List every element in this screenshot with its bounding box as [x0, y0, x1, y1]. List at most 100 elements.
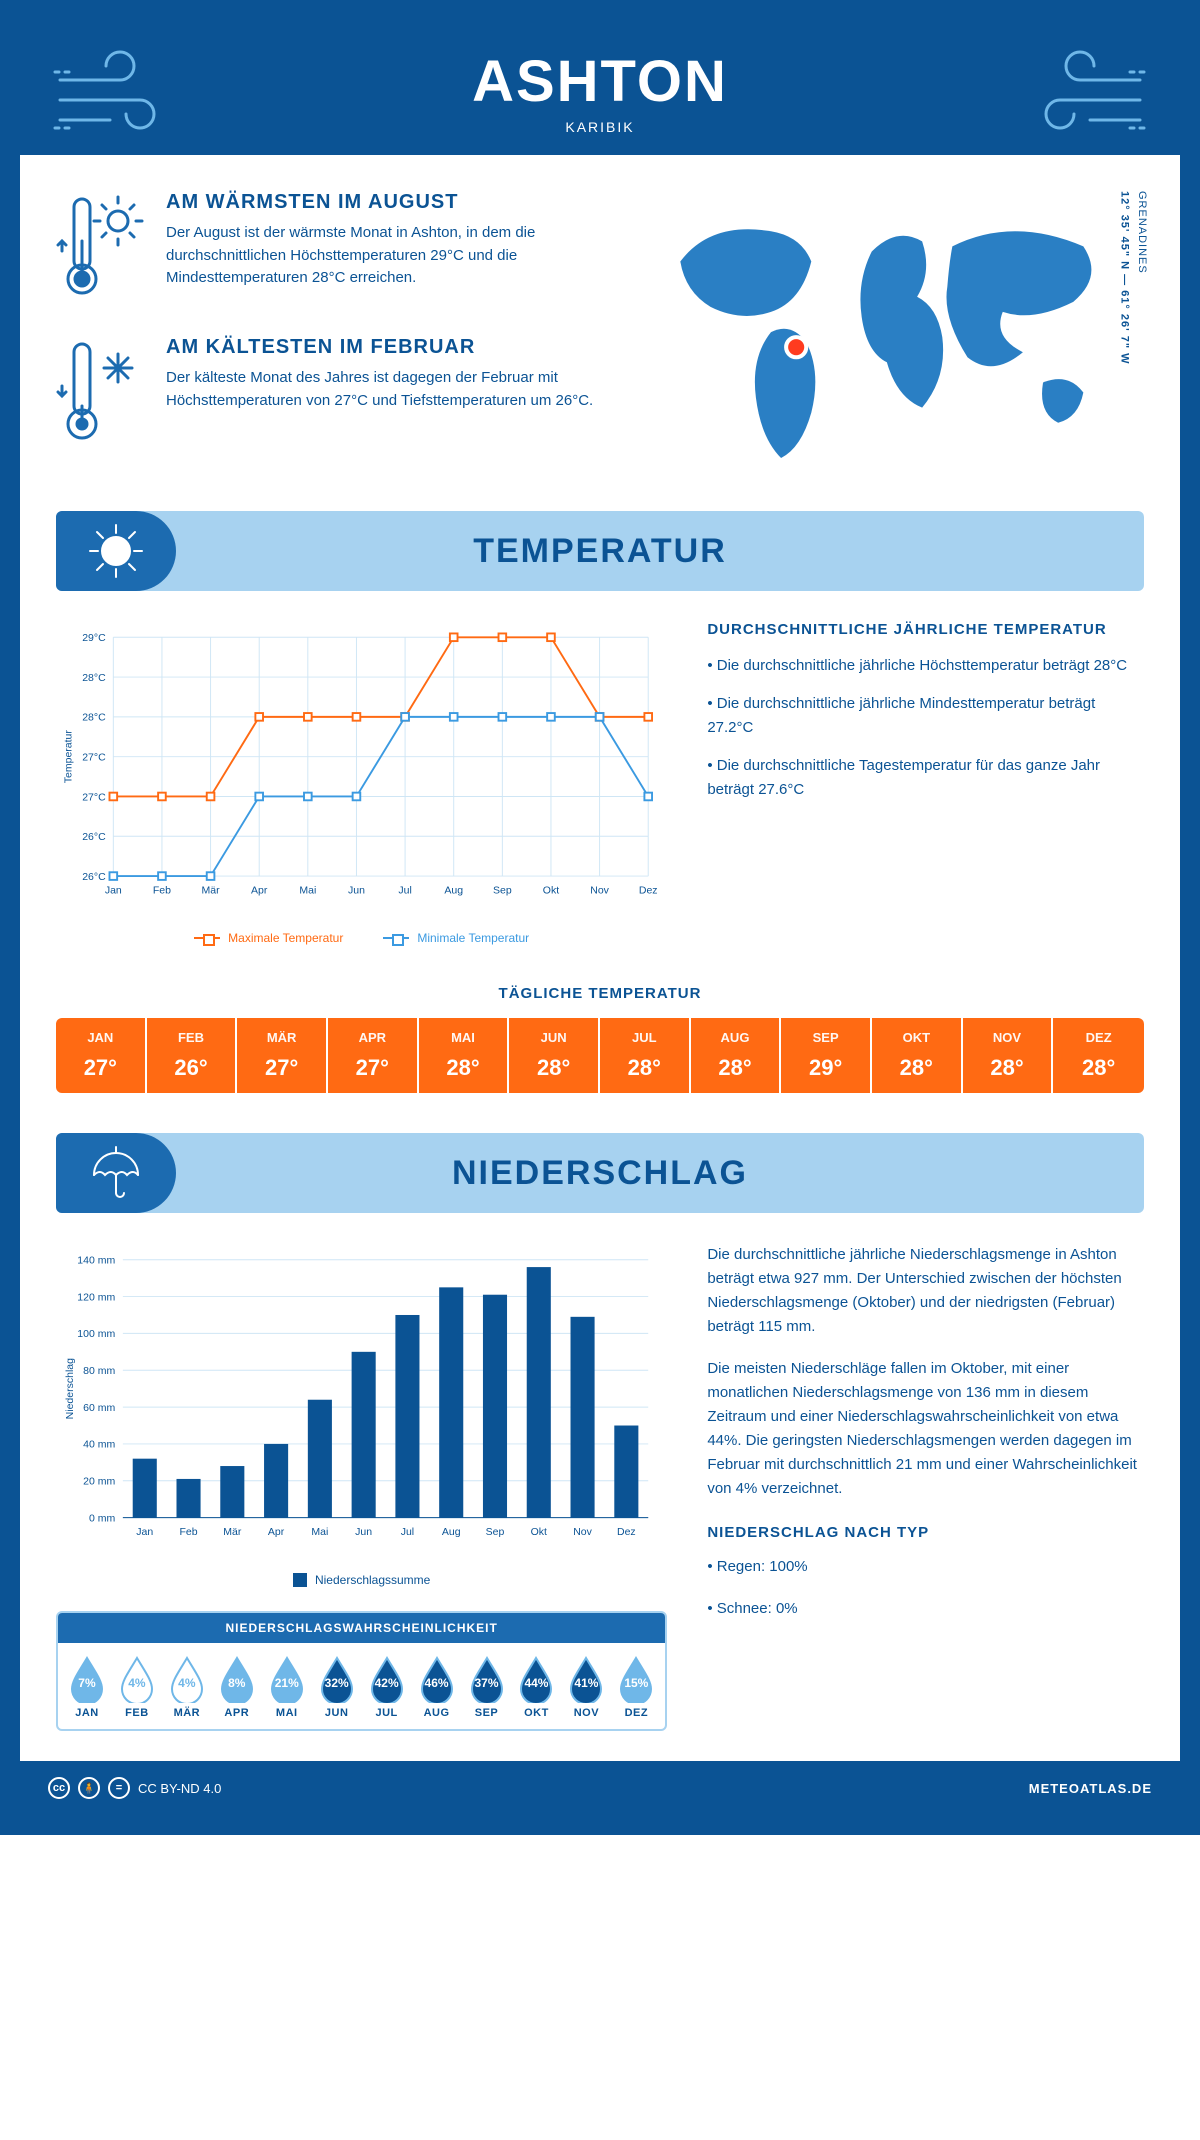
svg-text:28°C: 28°C: [82, 712, 106, 724]
daily-temp-title: TÄGLICHE TEMPERATUR: [20, 985, 1180, 1002]
world-map-icon: [640, 191, 1144, 478]
license: cc 🧍 = CC BY-ND 4.0: [48, 1777, 221, 1799]
legend-min: Minimale Temperatur: [417, 931, 529, 945]
svg-text:Jul: Jul: [401, 1526, 414, 1538]
temp-chart: 26°C26°C27°C27°C28°C28°C29°CTemperaturJa…: [56, 621, 667, 945]
legend-max: Maximale Temperatur: [228, 931, 343, 945]
prob-title: NIEDERSCHLAGSWAHRSCHEINLICHKEIT: [58, 1613, 665, 1643]
temp-section-title: TEMPERATUR: [473, 532, 727, 571]
temp-legend: Maximale Temperatur Minimale Temperatur: [56, 931, 667, 945]
drop-icon: 4%: [118, 1655, 156, 1703]
daily-cell: NOV28°: [963, 1018, 1054, 1093]
drop-icon: 32%: [318, 1655, 356, 1703]
svg-text:Aug: Aug: [444, 884, 463, 896]
svg-text:Mai: Mai: [299, 884, 316, 896]
daily-cell: AUG28°: [691, 1018, 782, 1093]
precip-section: 0 mm20 mm40 mm60 mm80 mm100 mm120 mm140 …: [20, 1243, 1180, 1761]
drop-icon: 46%: [418, 1655, 456, 1703]
svg-text:120 mm: 120 mm: [77, 1291, 115, 1303]
precip-chart: 0 mm20 mm40 mm60 mm80 mm100 mm120 mm140 …: [56, 1243, 667, 1563]
prob-cell: 46% AUG: [414, 1655, 460, 1719]
license-text: CC BY-ND 4.0: [138, 1781, 221, 1796]
daily-temp-strip: JAN27°FEB26°MÄR27°APR27°MAI28°JUN28°JUL2…: [56, 1018, 1144, 1093]
svg-text:27°C: 27°C: [82, 751, 106, 763]
svg-text:27°C: 27°C: [82, 791, 106, 803]
svg-text:Jul: Jul: [398, 884, 411, 896]
svg-text:80 mm: 80 mm: [83, 1365, 115, 1377]
daily-cell: MAI28°: [419, 1018, 510, 1093]
page-subtitle: KARIBIK: [20, 119, 1180, 135]
precip-type-1: • Regen: 100%: [707, 1555, 1144, 1579]
daily-cell: JUN28°: [509, 1018, 600, 1093]
daily-cell: DEZ28°: [1053, 1018, 1144, 1093]
drop-icon: 15%: [617, 1655, 655, 1703]
drop-icon: 42%: [368, 1655, 406, 1703]
svg-text:140 mm: 140 mm: [77, 1255, 115, 1267]
svg-text:Sep: Sep: [493, 884, 512, 896]
svg-text:Niederschlag: Niederschlag: [64, 1358, 76, 1419]
sun-icon: [56, 511, 176, 591]
svg-text:Okt: Okt: [543, 884, 559, 896]
drop-icon: 44%: [517, 1655, 555, 1703]
temp-notes: DURCHSCHNITTLICHE JÄHRLICHE TEMPERATUR •…: [707, 621, 1144, 945]
precip-type-heading: NIEDERSCHLAG NACH TYP: [707, 1521, 1144, 1545]
daily-cell: JUL28°: [600, 1018, 691, 1093]
cc-icon: cc: [48, 1777, 70, 1799]
precip-p1: Die durchschnittliche jährliche Niedersc…: [707, 1243, 1144, 1339]
fact-warm-text: Der August ist der wärmste Monat in Asht…: [166, 222, 610, 290]
nd-icon: =: [108, 1777, 130, 1799]
temp-note-2: • Die durchschnittliche jährliche Mindes…: [707, 692, 1144, 740]
fact-cold-title: AM KÄLTESTEN IM FEBRUAR: [166, 336, 610, 359]
by-icon: 🧍: [78, 1777, 100, 1799]
daily-cell: SEP29°: [781, 1018, 872, 1093]
daily-cell: FEB26°: [147, 1018, 238, 1093]
svg-text:Nov: Nov: [573, 1526, 592, 1538]
svg-text:Mai: Mai: [311, 1526, 328, 1538]
drop-icon: 37%: [468, 1655, 506, 1703]
svg-text:28°C: 28°C: [82, 672, 106, 684]
precip-type-2: • Schnee: 0%: [707, 1597, 1144, 1621]
svg-text:60 mm: 60 mm: [83, 1402, 115, 1414]
prob-cell: 7% JAN: [64, 1655, 110, 1719]
svg-text:Jun: Jun: [355, 1526, 372, 1538]
drop-icon: 7%: [68, 1655, 106, 1703]
section-banner-temp: TEMPERATUR: [56, 511, 1144, 591]
drop-icon: 4%: [168, 1655, 206, 1703]
map-column: GRENADINES 12° 35' 45" N — 61° 26' 7" W: [640, 191, 1144, 481]
svg-text:29°C: 29°C: [82, 632, 106, 644]
umbrella-icon: [56, 1133, 176, 1213]
svg-text:26°C: 26°C: [82, 831, 106, 843]
prob-cell: 15% DEZ: [613, 1655, 659, 1719]
drop-icon: 41%: [567, 1655, 605, 1703]
drop-icon: 21%: [268, 1655, 306, 1703]
prob-cell: 44% OKT: [513, 1655, 559, 1719]
prob-cell: 41% NOV: [563, 1655, 609, 1719]
daily-cell: OKT28°: [872, 1018, 963, 1093]
temp-note-1: • Die durchschnittliche jährliche Höchst…: [707, 654, 1144, 678]
precip-notes: Die durchschnittliche jährliche Niedersc…: [707, 1243, 1144, 1731]
wind-icon: [50, 50, 190, 140]
svg-text:Dez: Dez: [617, 1526, 636, 1538]
svg-text:26°C: 26°C: [82, 871, 106, 883]
svg-text:0 mm: 0 mm: [89, 1512, 116, 1524]
facts-column: AM WÄRMSTEN IM AUGUST Der August ist der…: [56, 191, 610, 481]
svg-text:Jan: Jan: [136, 1526, 153, 1538]
svg-text:Mär: Mär: [223, 1526, 242, 1538]
precip-legend-label: Niederschlagssumme: [315, 1573, 430, 1587]
svg-text:Apr: Apr: [268, 1526, 285, 1538]
prob-cell: 42% JUL: [364, 1655, 410, 1719]
svg-text:Apr: Apr: [251, 884, 268, 896]
prob-cell: 4% FEB: [114, 1655, 160, 1719]
svg-text:Aug: Aug: [442, 1526, 461, 1538]
temp-section: 26°C26°C27°C27°C28°C28°C29°CTemperaturJa…: [20, 621, 1180, 975]
precip-legend: Niederschlagssumme: [56, 1573, 667, 1587]
temp-note-3: • Die durchschnittliche Tagestemperatur …: [707, 754, 1144, 802]
prob-cell: 4% MÄR: [164, 1655, 210, 1719]
svg-text:Jan: Jan: [105, 884, 122, 896]
page: ASHTON KARIBIK: [0, 0, 1200, 1835]
prob-cell: 32% JUN: [314, 1655, 360, 1719]
temp-notes-heading: DURCHSCHNITTLICHE JÄHRLICHE TEMPERATUR: [707, 621, 1144, 638]
prob-cell: 21% MAI: [264, 1655, 310, 1719]
svg-text:100 mm: 100 mm: [77, 1328, 115, 1340]
svg-text:Jun: Jun: [348, 884, 365, 896]
